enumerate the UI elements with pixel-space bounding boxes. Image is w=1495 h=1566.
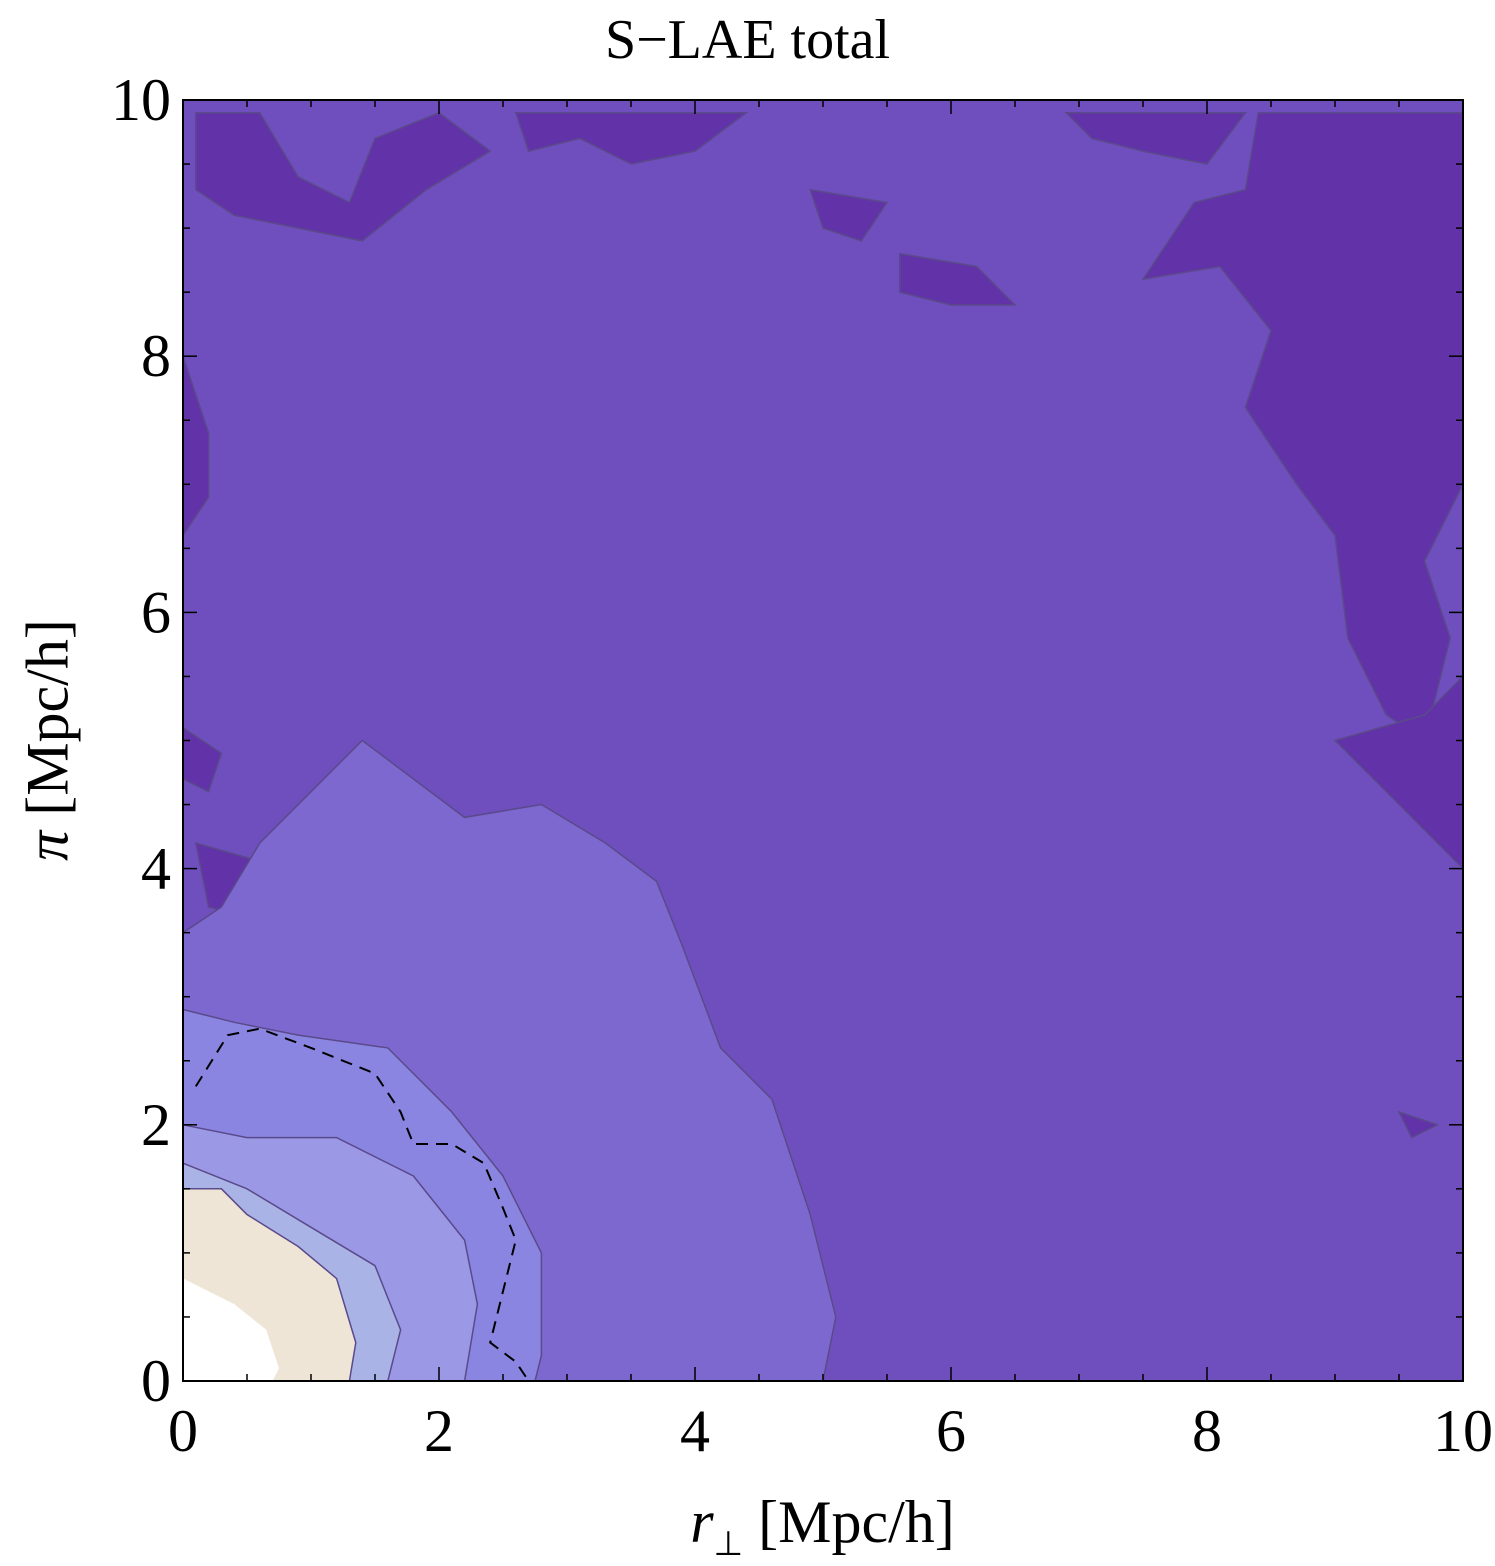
contour-deep-patch-3 [1141, 112, 1464, 742]
y-tick-label: 6 [141, 579, 171, 645]
x-axis-unit: [Mpc/h] [743, 1489, 955, 1555]
contour-dashed-line [194, 1027, 530, 1382]
contour-empty-core [183, 1278, 279, 1381]
x-axis-symbol: r [690, 1489, 714, 1555]
y-tick-label: 4 [141, 836, 171, 902]
x-tick-label: 0 [168, 1398, 198, 1464]
axis-ticks: 0 2 4 6 8 10 0 2 4 6 8 10 [111, 67, 1493, 1464]
y-tick-label: 2 [141, 1092, 171, 1158]
y-tick-label: 10 [111, 67, 171, 133]
y-tick-label: 8 [141, 323, 171, 389]
chart-title: S−LAE total [604, 9, 891, 71]
x-tick-label: 4 [680, 1398, 710, 1464]
contour-deep-patch-2 [1064, 112, 1247, 165]
x-tick-label: 2 [424, 1398, 454, 1464]
y-tick-label: 0 [141, 1348, 171, 1414]
contour-fills [182, 100, 1464, 1382]
contour-deep-patch-10 [899, 252, 1017, 306]
contour-deep-patch-12 [1397, 1110, 1440, 1139]
x-axis-label: r⊥ [Mpc/h] [0, 1488, 1495, 1564]
x-tick-label: 8 [1192, 1398, 1222, 1464]
contour-deep-patch-1 [514, 112, 749, 165]
contour-deep-patch-0 [195, 111, 492, 242]
x-tick-label: 6 [936, 1398, 966, 1464]
contour-deep-patch-11 [809, 188, 889, 242]
x-tick-label: 10 [1433, 1398, 1493, 1464]
x-axis-subscript: ⊥ [713, 1526, 744, 1563]
